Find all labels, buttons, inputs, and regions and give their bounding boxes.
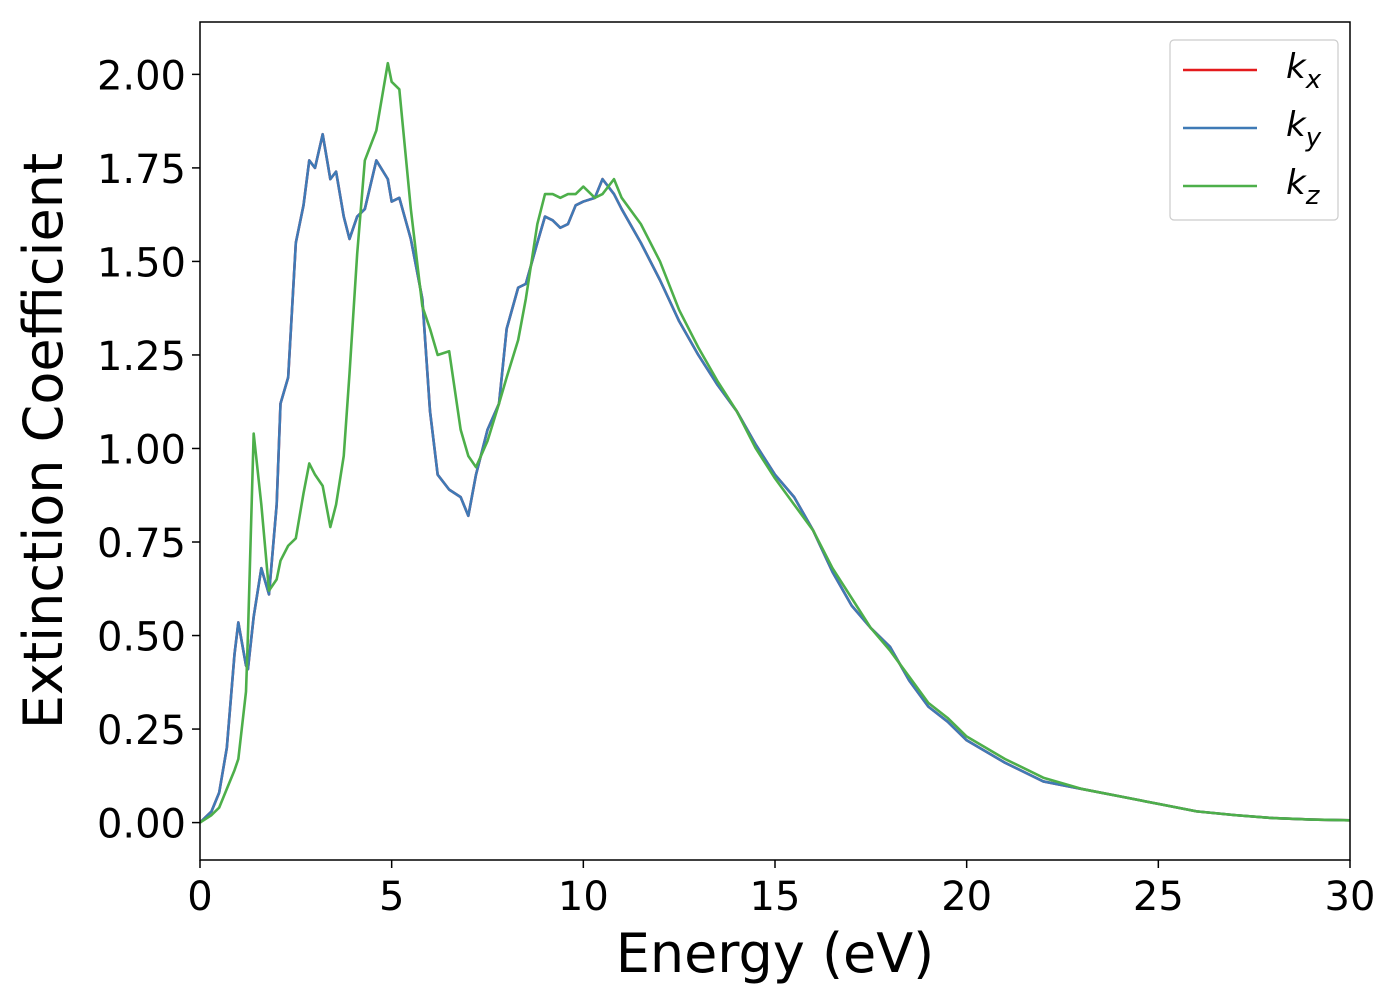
y-axis-label: Extinction Coefficient: [12, 153, 75, 729]
legend-label: kx: [1286, 47, 1322, 95]
y-tick-label: 0.50: [97, 615, 186, 661]
y-tick-label: 1.25: [97, 334, 186, 380]
x-tick-label: 20: [941, 874, 992, 920]
y-tick-label: 0.00: [97, 802, 186, 848]
y-tick-label: 1.00: [97, 427, 186, 473]
legend-label: ky: [1286, 105, 1322, 153]
x-tick-label: 10: [558, 874, 609, 920]
y-tick-label: 2.00: [97, 53, 186, 99]
x-tick-label: 30: [1325, 874, 1376, 920]
plot-frame: [199, 21, 1351, 861]
legend-box: [1169, 39, 1339, 221]
x-tick-label: 0: [187, 874, 212, 920]
x-axis-label: Energy (eV): [616, 922, 935, 985]
x-tick-label: 5: [379, 874, 404, 920]
legend-label: kz: [1286, 163, 1321, 211]
y-tick-label: 0.75: [97, 521, 186, 567]
y-tick-label: 1.50: [97, 240, 186, 286]
series-line: [200, 61, 1350, 824]
y-tick-label: 1.75: [97, 147, 186, 193]
x-tick-label: 15: [750, 874, 801, 920]
y-tick-label: 0.25: [97, 708, 186, 754]
x-tick-label: 25: [1133, 874, 1184, 920]
